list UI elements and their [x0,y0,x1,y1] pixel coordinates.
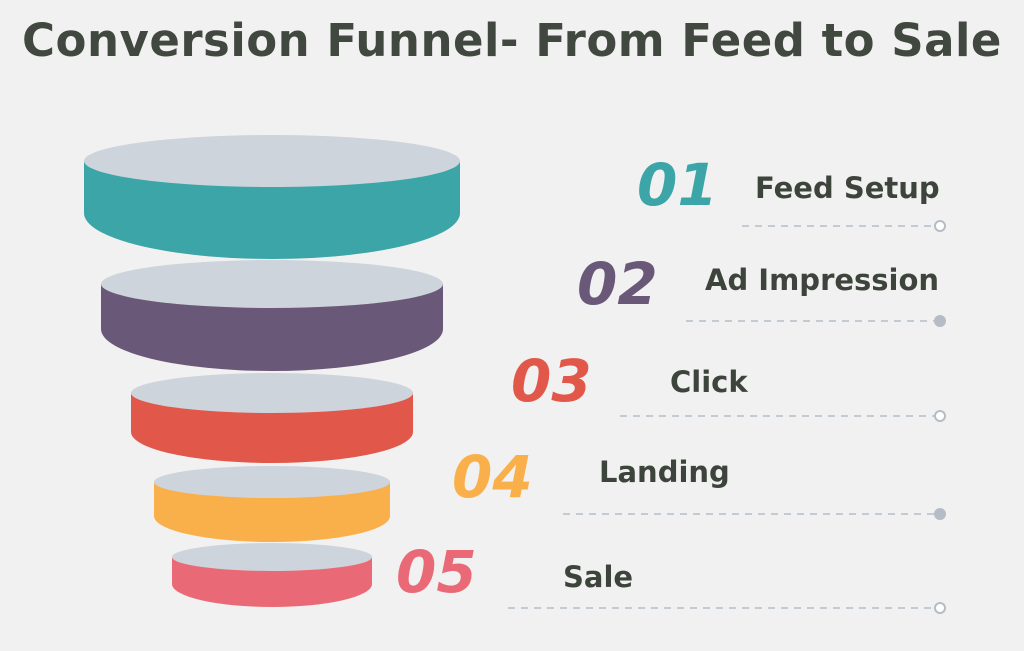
stage-1-leader-dot [934,220,946,232]
funnel-layer-4-body [154,482,390,542]
funnel-layer-4-top [154,466,390,498]
stage-4-leader-dot [934,508,946,520]
stage-5: 05 Sale [396,538,946,614]
stage-3: 03 Click [511,347,946,422]
stage-2-number: 02 [577,250,658,318]
funnel-layer-5 [172,543,372,607]
funnel-layer-2-top [101,260,443,308]
stage-5-label: Sale [563,560,633,594]
stage-3-leader-dot [934,410,946,422]
stage-3-number: 03 [511,347,592,415]
funnel-layer-2-body [101,284,443,371]
stage-1-label: Feed Setup [755,171,940,205]
stage-4-number: 04 [452,443,533,511]
stage-4-label: Landing [599,455,730,489]
stage-2: 02 Ad Impression [577,250,946,327]
funnel-layer-5-body [172,557,372,607]
stage-2-label: Ad Impression [705,263,939,297]
stage-1: 01 Feed Setup [637,151,946,232]
stage-5-leader-dot [934,602,946,614]
funnel-layer-3-body [131,393,413,463]
funnel-layer-4 [154,466,390,542]
funnel-layer-2 [101,260,443,371]
funnel-layer-1 [84,135,460,259]
stage-5-number: 05 [396,538,477,606]
funnel-layer-3 [131,373,413,463]
funnel-layer-3-top [131,373,413,413]
funnel-layer-1-top [84,135,460,187]
funnel-layer-1-body [84,161,460,259]
stage-1-number: 01 [637,151,718,219]
stage-3-label: Click [670,365,748,399]
stage-4: 04 Landing [452,443,946,520]
page-title: Conversion Funnel- From Feed to Sale [22,14,1002,67]
stage-2-leader-dot [934,315,946,327]
funnel-layer-5-top [172,543,372,571]
